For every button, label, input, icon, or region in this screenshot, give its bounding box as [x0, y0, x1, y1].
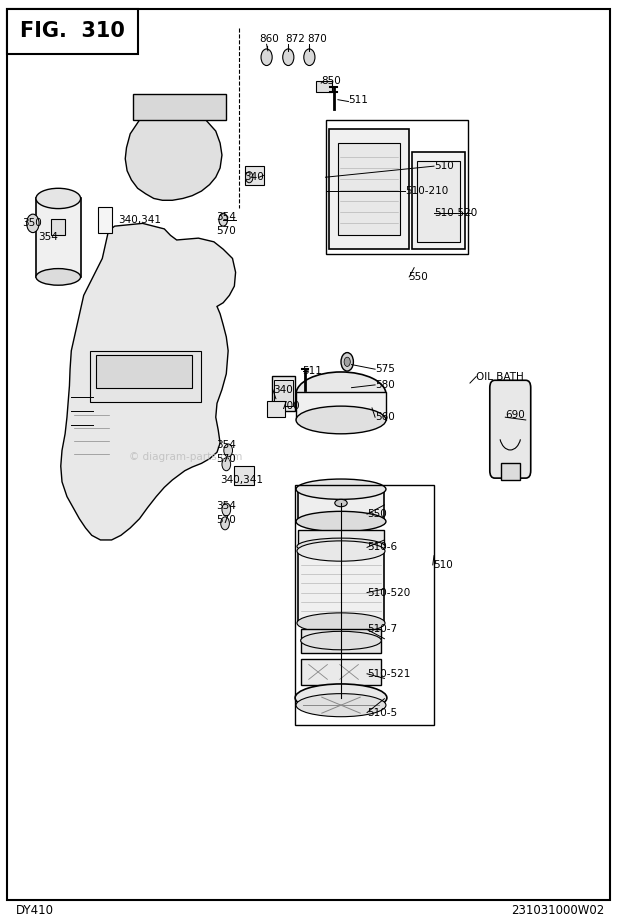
Ellipse shape: [36, 269, 81, 285]
Circle shape: [222, 503, 231, 516]
Bar: [412, 152, 465, 249]
Text: 340: 340: [273, 385, 293, 394]
Text: 354: 354: [38, 233, 58, 242]
Bar: [96, 355, 192, 388]
Bar: [98, 207, 112, 233]
Circle shape: [304, 49, 315, 66]
Bar: [234, 466, 254, 485]
Polygon shape: [125, 109, 222, 200]
Ellipse shape: [296, 406, 386, 434]
Text: 354: 354: [216, 501, 236, 510]
Text: 580: 580: [375, 380, 395, 390]
Text: 510-520: 510-520: [367, 588, 410, 597]
Text: 850: 850: [321, 77, 341, 86]
Text: 510-520: 510-520: [434, 209, 477, 218]
Bar: [7, 9, 138, 54]
Bar: [133, 94, 226, 120]
Text: 510-6: 510-6: [367, 543, 397, 552]
Bar: [296, 392, 386, 420]
Text: DY410: DY410: [16, 904, 53, 917]
Circle shape: [27, 214, 39, 233]
Circle shape: [221, 517, 229, 530]
Bar: [329, 129, 409, 249]
Bar: [298, 551, 384, 623]
Text: 690: 690: [505, 411, 525, 420]
Text: FIG.  310: FIG. 310: [20, 21, 125, 42]
Bar: [301, 659, 381, 685]
Text: 511: 511: [303, 366, 322, 376]
Circle shape: [283, 49, 294, 66]
Text: © diagram-parts.com: © diagram-parts.com: [130, 452, 242, 462]
Text: 340: 340: [244, 173, 264, 182]
Bar: [316, 81, 332, 92]
Bar: [298, 530, 384, 546]
Bar: [294, 485, 434, 725]
Ellipse shape: [301, 631, 381, 650]
Text: 511: 511: [348, 95, 368, 104]
Text: 510-521: 510-521: [367, 669, 410, 678]
Text: 510: 510: [433, 560, 453, 569]
Text: 872: 872: [285, 34, 305, 43]
Circle shape: [344, 357, 350, 366]
Ellipse shape: [297, 541, 385, 561]
Text: 350: 350: [22, 219, 42, 228]
Text: 550: 550: [408, 272, 428, 282]
Circle shape: [219, 213, 228, 226]
Text: 510-5: 510-5: [367, 708, 397, 717]
Text: 570: 570: [216, 226, 236, 235]
Bar: [272, 376, 295, 411]
Text: 510-210: 510-210: [405, 186, 448, 196]
Text: 570: 570: [216, 454, 236, 463]
Text: 575: 575: [375, 365, 395, 374]
Circle shape: [224, 444, 232, 457]
Text: OIL BATH: OIL BATH: [476, 372, 524, 381]
Circle shape: [261, 49, 272, 66]
Ellipse shape: [296, 694, 386, 716]
Text: 340,341: 340,341: [118, 215, 161, 224]
Text: 570: 570: [216, 515, 236, 524]
FancyBboxPatch shape: [490, 380, 531, 478]
Text: 700: 700: [280, 402, 300, 411]
Bar: [326, 120, 468, 254]
Ellipse shape: [297, 538, 385, 555]
Text: 340,341: 340,341: [220, 475, 263, 485]
Text: 860: 860: [259, 34, 279, 43]
Bar: [274, 380, 293, 406]
Bar: [417, 161, 460, 242]
Circle shape: [341, 353, 353, 371]
Circle shape: [222, 458, 231, 471]
Text: 510: 510: [434, 162, 454, 171]
Bar: [51, 219, 65, 235]
Text: 560: 560: [375, 413, 395, 422]
Bar: [298, 489, 384, 521]
Ellipse shape: [296, 479, 386, 499]
Text: 550: 550: [367, 509, 387, 519]
Ellipse shape: [335, 499, 347, 507]
Bar: [90, 351, 202, 402]
Ellipse shape: [297, 613, 385, 633]
Bar: [267, 401, 285, 417]
Text: 510-7: 510-7: [367, 625, 397, 634]
Ellipse shape: [295, 684, 387, 712]
Bar: [301, 629, 381, 653]
Bar: [338, 143, 400, 235]
Ellipse shape: [296, 372, 386, 416]
Ellipse shape: [36, 188, 81, 209]
Text: 354: 354: [216, 212, 236, 222]
Bar: [245, 166, 264, 185]
Text: 354: 354: [216, 440, 236, 450]
Bar: [501, 463, 520, 480]
Text: 231031000W02: 231031000W02: [512, 904, 604, 917]
Circle shape: [246, 172, 253, 183]
Text: 870: 870: [308, 34, 327, 43]
Polygon shape: [61, 223, 236, 540]
Bar: [36, 198, 81, 277]
Ellipse shape: [296, 511, 386, 532]
